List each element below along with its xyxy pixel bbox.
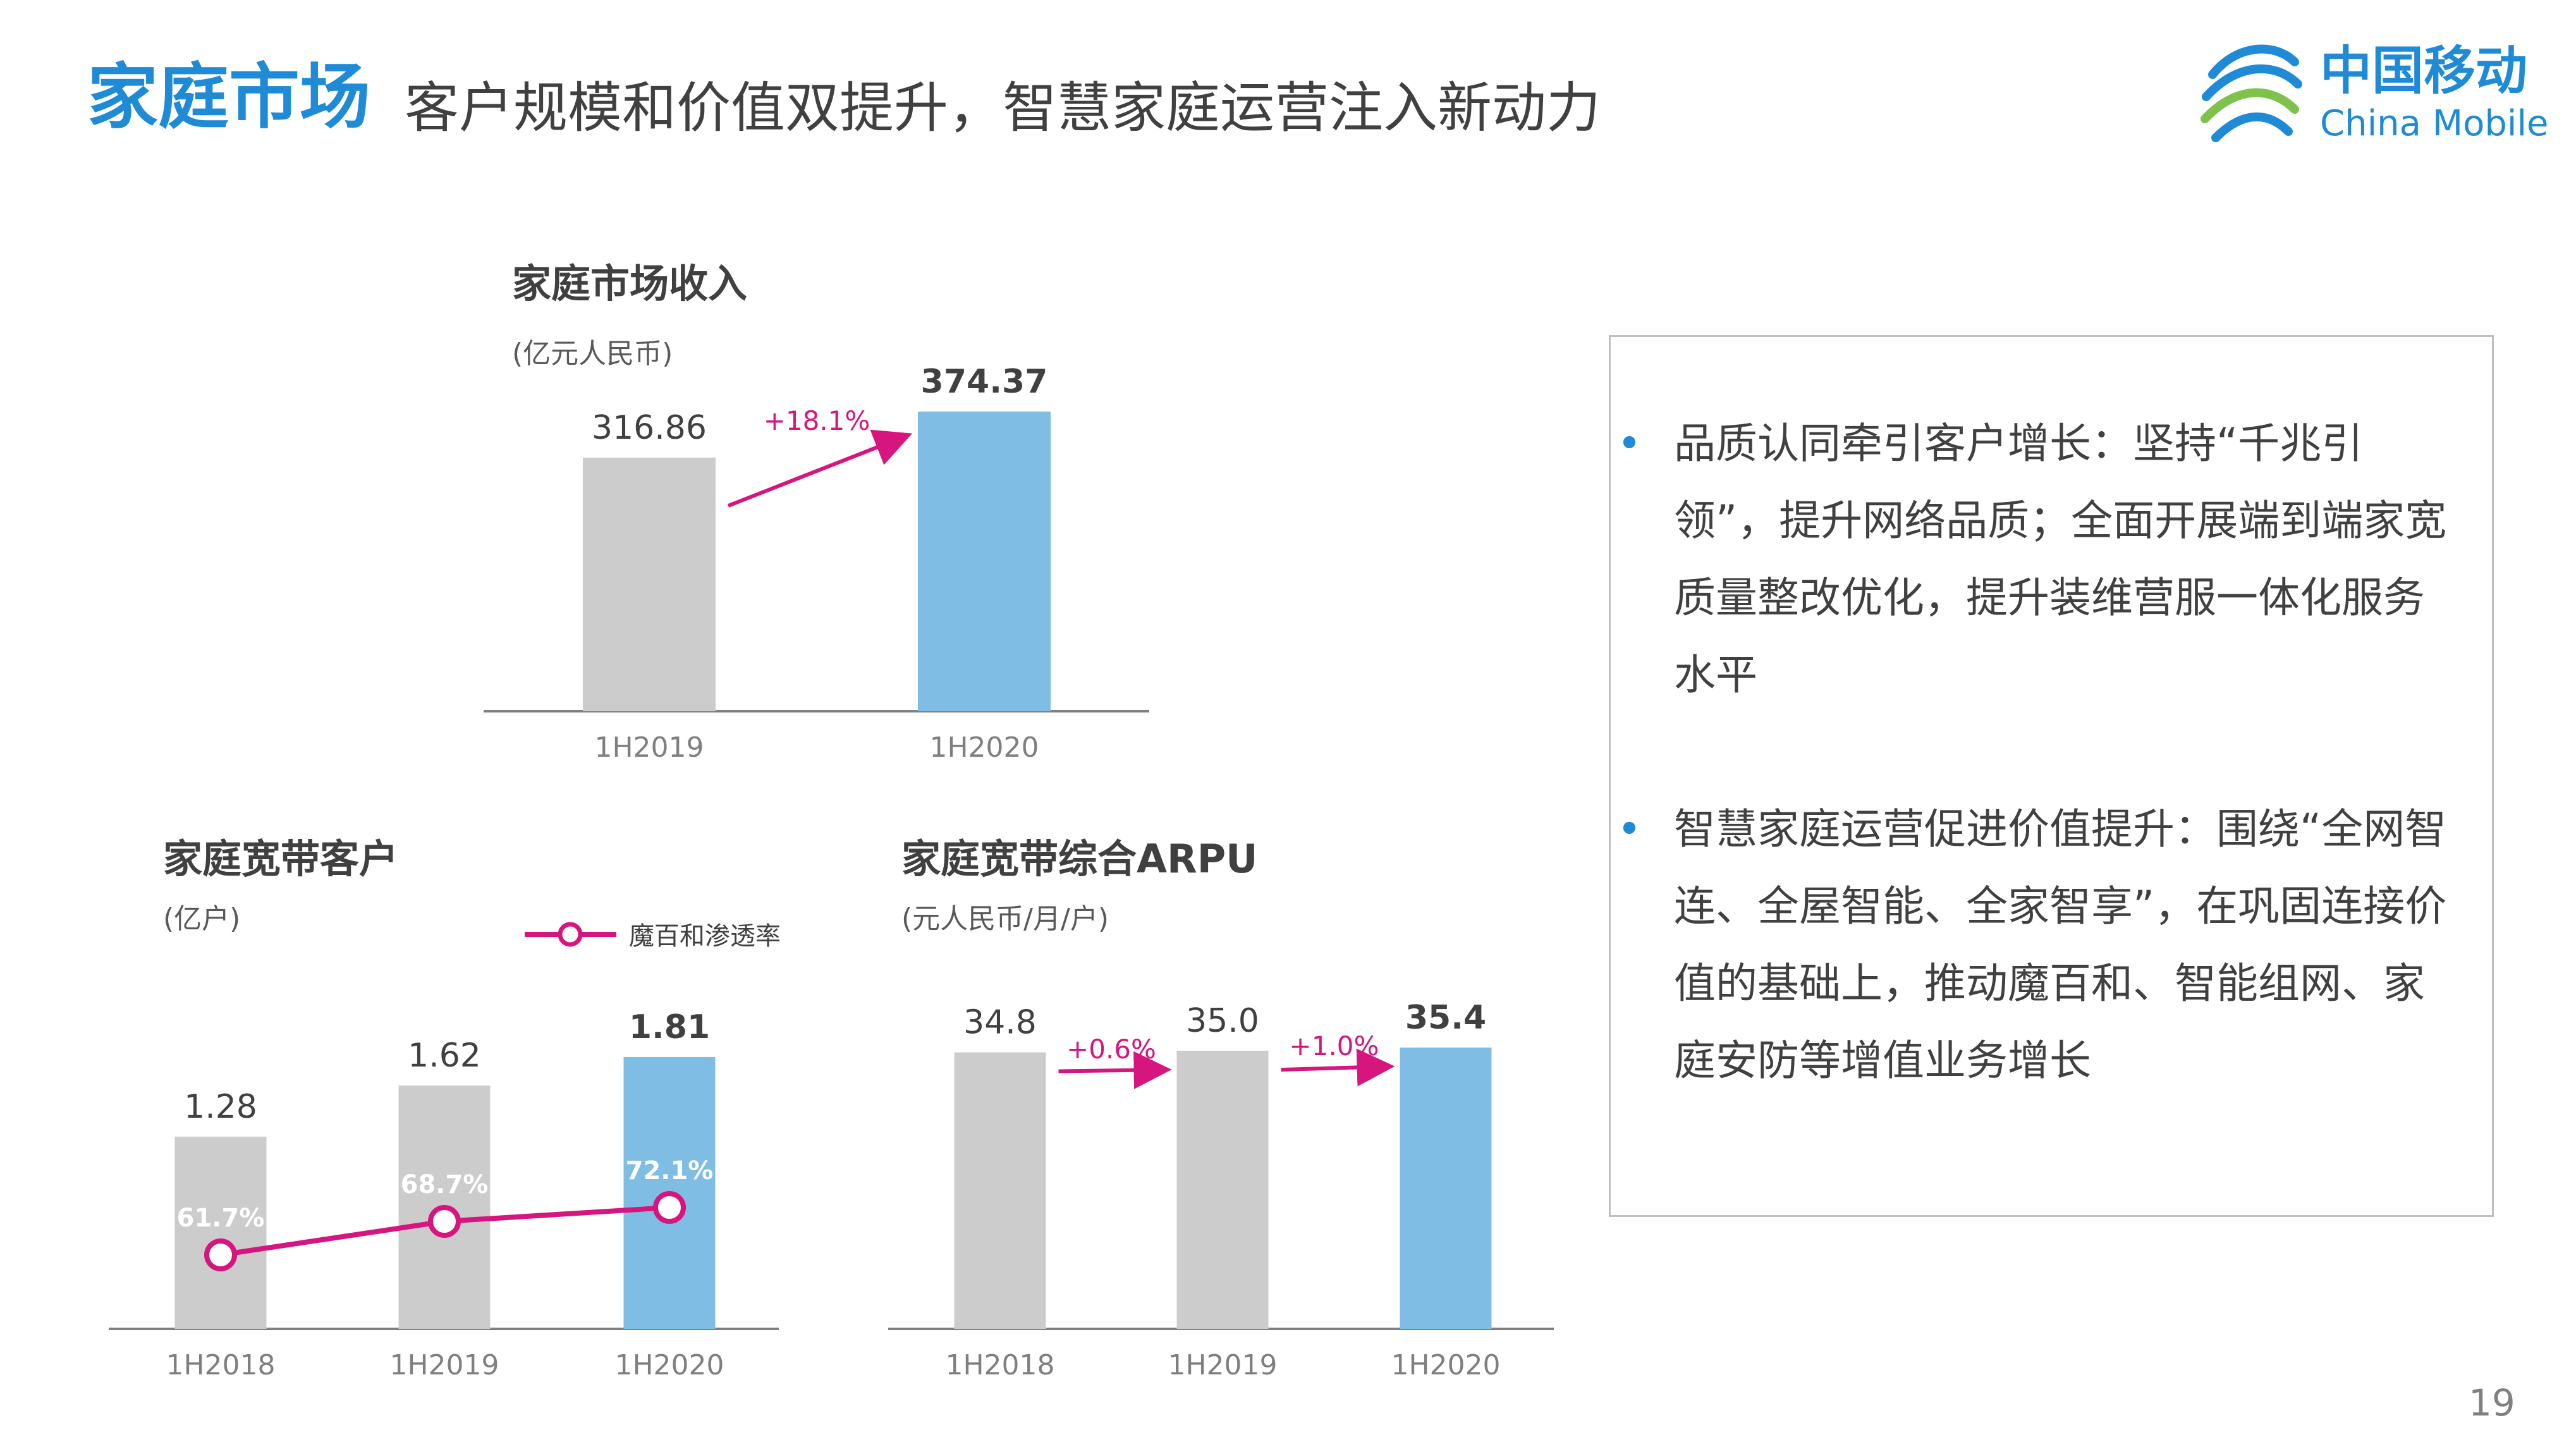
chart3-tick-label: 1H2018 (945, 1349, 1054, 1381)
bullet-text-1: 品质认同牵引客户增长：坚持“千兆引领”，提升网络品质；全面开展端到端家宽质量整改… (1674, 419, 2447, 699)
chart1-bar (918, 412, 1051, 711)
chart3-value-label: 34.8 (963, 1004, 1037, 1042)
chart3-value-label: 35.4 (1405, 999, 1486, 1037)
chart3-title: 家庭宽带综合ARPU (901, 836, 1258, 882)
chart3-unit: (元人民币/月/户) (901, 903, 1109, 935)
page-subtitle: 客户规模和价值双提升，智慧家庭运营注入新动力 (405, 76, 1601, 140)
page-number: 19 (2469, 1381, 2515, 1424)
chart1-growth-label: +18.1% (764, 405, 870, 436)
bullet-item-1: • 品质认同牵引客户增长：坚持“千兆引领”，提升网络品质；全面开展端到端家宽质量… (1617, 405, 2458, 714)
chart2-bar (174, 1136, 267, 1329)
chart2-penetration-label: 68.7% (401, 1170, 489, 1199)
chart1-growth-arrow (727, 429, 913, 508)
chart3-value-label: 35.0 (1186, 1002, 1259, 1040)
chart3-growth-label: +0.6% (1066, 1034, 1156, 1065)
chart2-penetration-label: 72.1% (626, 1156, 714, 1185)
chart1-bar (583, 457, 716, 711)
chart2-tick-label: 1H2018 (166, 1349, 275, 1381)
logo-cn-text: 中国移动 (2320, 41, 2528, 101)
chart2-penetration-label: 61.7% (177, 1204, 265, 1233)
highlights-panel: • 品质认同牵引客户增长：坚持“千兆引领”，提升网络品质；全面开展端到端家宽质量… (1609, 335, 2494, 1217)
bullet-dot-icon: • (1617, 419, 1642, 468)
chart1-unit: (亿元人民币) (512, 338, 673, 370)
chart2-penetration-point (204, 1238, 237, 1271)
chart2-value-label: 1.81 (629, 1008, 710, 1046)
chart2-value-label: 1.28 (184, 1088, 257, 1126)
chart2-unit: (亿户) (163, 903, 241, 935)
chart2-title: 家庭宽带客户 (163, 836, 399, 882)
logo-en-text: China Mobile (2320, 103, 2549, 144)
chart1-tick-label: 1H2020 (929, 731, 1039, 764)
chart1-title: 家庭市场收入 (512, 260, 748, 307)
logo-mark-icon (2201, 44, 2302, 142)
chart3-bar (954, 1052, 1046, 1329)
chart1-value-label: 374.37 (921, 363, 1048, 401)
page-title: 家庭市场 (87, 56, 370, 138)
chart3-bar (1400, 1048, 1492, 1329)
chart2-tick-label: 1H2019 (389, 1349, 499, 1381)
chart2-penetration-point (428, 1205, 461, 1238)
chart2-legend-marker (558, 922, 583, 947)
chart1-value-label: 316.86 (592, 409, 707, 447)
chart1-tick-label: 1H2019 (594, 731, 704, 764)
bullet-text-2: 智慧家庭运营促进价值提升：围绕“全网智连、全屋智能、全家智享”，在巩固连接价值的… (1674, 805, 2447, 1085)
chart3-growth-label: +1.0% (1290, 1030, 1379, 1061)
chart2-penetration-point (653, 1191, 686, 1224)
chart3-tick-label: 1H2020 (1391, 1349, 1500, 1381)
chart3-growth-arrow (1058, 1051, 1172, 1089)
chart2-value-label: 1.62 (408, 1037, 481, 1075)
chart2-tick-label: 1H2020 (614, 1349, 724, 1381)
chart3-bar (1176, 1051, 1269, 1329)
bullet-item-2: • 智慧家庭运营促进价值提升：围绕“全网智连、全屋智能、全家智享”，在巩固连接价… (1617, 791, 2458, 1099)
chart2-legend-label: 魔百和渗透率 (629, 922, 781, 951)
china-mobile-logo: 中国移动 China Mobile (2194, 37, 2548, 163)
chart3-tick-label: 1H2019 (1168, 1349, 1277, 1381)
chart3-growth-arrow (1281, 1048, 1395, 1087)
bullet-dot-icon: • (1617, 805, 1642, 853)
